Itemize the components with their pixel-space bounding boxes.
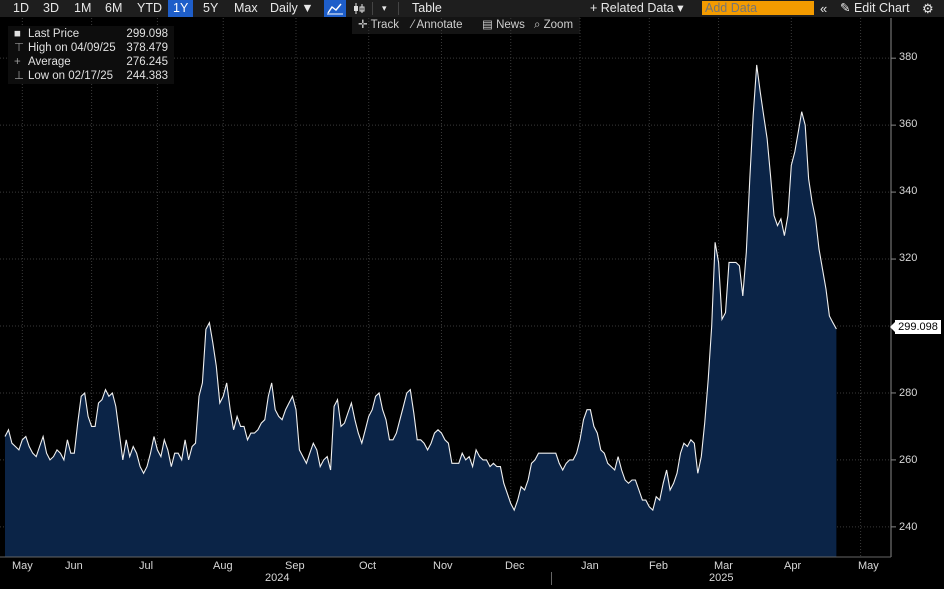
legend-high-label: High on 04/09/25: [28, 42, 116, 54]
edit-chart-label: Edit Chart: [853, 1, 910, 15]
x-tick-label: Jun: [65, 560, 83, 572]
period-6m-button[interactable]: 6M: [105, 1, 123, 15]
last-price-swatch-icon: ■: [14, 28, 21, 40]
year-label: 2025: [709, 572, 734, 584]
gear-icon[interactable]: ⚙: [922, 1, 934, 16]
annotate-tool[interactable]: ⁄ Annotate: [412, 17, 463, 34]
annotate-label: Annotate: [416, 19, 463, 31]
last-price-tag: 299.098: [890, 320, 941, 334]
year-label: 2024: [265, 572, 290, 584]
x-tick-label: Sep: [285, 560, 305, 572]
period-5y-button[interactable]: 5Y: [203, 1, 219, 15]
period-3d-button[interactable]: 3D: [43, 1, 59, 15]
news-icon: ▤: [482, 19, 497, 31]
table-button[interactable]: Table: [412, 1, 442, 15]
y-tick-label: 380: [899, 51, 918, 63]
legend-box: ■ Last Price 299.098 ⊤ High on 04/09/25 …: [8, 26, 174, 84]
year-divider: [551, 572, 552, 585]
x-tick-label: Aug: [213, 560, 233, 572]
magnifier-icon: ⌕: [534, 19, 544, 31]
x-tick-label: May: [858, 560, 879, 572]
collapse-icon[interactable]: «: [820, 1, 828, 16]
y-tick-label: 260: [899, 454, 918, 466]
price-area: [5, 64, 837, 558]
period-1d-button[interactable]: 1D: [13, 1, 29, 15]
candlestick-icon[interactable]: [350, 0, 368, 17]
y-tick-label: 340: [899, 185, 918, 197]
average-marker-icon: +: [14, 56, 21, 68]
legend-average-label: Average: [28, 56, 71, 68]
legend-high-value: 378.479: [126, 42, 168, 54]
y-tick-label: 320: [899, 252, 918, 264]
price-line: [4, 64, 837, 512]
chart-toolbar: 1D 3D 1M 6M YTD 1Y 5Y Max Daily ▼ ▾ Tabl…: [0, 0, 944, 17]
pencil-icon: ✎: [840, 1, 851, 15]
line-chart-icon[interactable]: [324, 0, 346, 17]
y-axis: [0, 18, 896, 558]
period-max-button[interactable]: Max: [234, 1, 258, 15]
y-tick-label: 280: [899, 387, 918, 399]
x-tick-label: Jul: [139, 560, 154, 572]
x-tick-label: Apr: [784, 560, 802, 572]
legend-last-price-value: 299.098: [126, 28, 168, 40]
low-marker-icon: ⊥: [14, 70, 25, 82]
legend-low-value: 244.383: [126, 70, 168, 82]
period-ytd-button[interactable]: YTD: [137, 1, 162, 15]
frequency-dropdown[interactable]: Daily ▼: [270, 1, 314, 15]
annotate-icon: ⁄: [412, 19, 417, 31]
legend-last-price-label: Last Price: [28, 28, 80, 40]
x-tick-label: Jan: [581, 560, 599, 572]
zoom-label: Zoom: [543, 19, 574, 31]
high-marker-icon: ⊤: [14, 42, 25, 54]
legend-low-label: Low on 02/17/25: [28, 70, 114, 82]
period-1y-button[interactable]: 1Y: [168, 0, 194, 17]
x-tick-label: Mar: [714, 560, 733, 572]
x-tick-label: Nov: [433, 560, 453, 572]
add-data-input[interactable]: [702, 1, 814, 15]
related-data-button[interactable]: + Related Data ▾: [590, 1, 684, 15]
legend-average-value: 276.245: [126, 56, 168, 68]
y-tick-label: 240: [899, 521, 918, 533]
period-1m-button[interactable]: 1M: [74, 1, 92, 15]
x-tick-label: Oct: [359, 560, 377, 572]
chart-type-dropdown-icon[interactable]: ▾: [382, 3, 387, 13]
x-tick-label: Feb: [649, 560, 668, 572]
crosshair-icon: ✛: [358, 19, 371, 31]
x-tick-label: Dec: [505, 560, 525, 572]
chart-tools-bar: [352, 17, 580, 34]
x-tick-label: May: [12, 560, 33, 572]
track-tool[interactable]: ✛ Track: [358, 17, 399, 34]
y-tick-label: 360: [899, 118, 918, 130]
track-label: Track: [370, 19, 399, 31]
edit-chart-button[interactable]: ✎ Edit Chart: [840, 0, 910, 17]
zoom-tool[interactable]: ⌕ Zoom: [534, 17, 573, 34]
